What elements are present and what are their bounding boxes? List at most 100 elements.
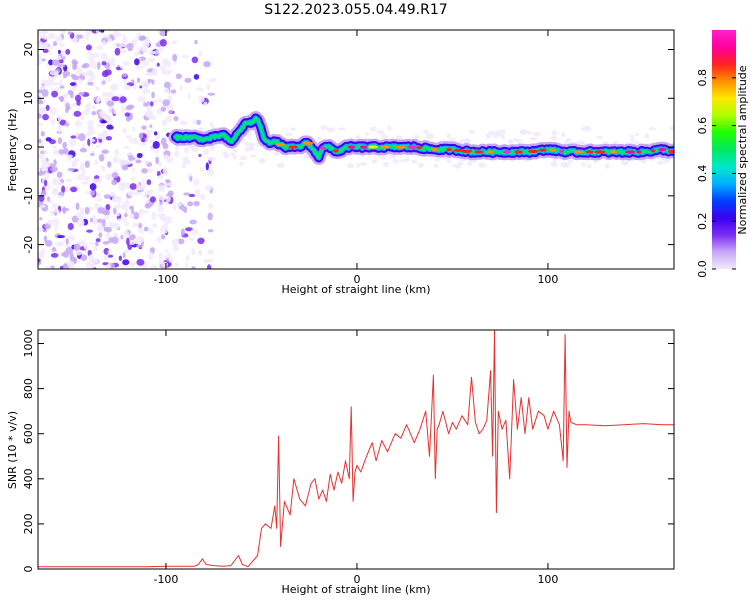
noise-blob bbox=[74, 250, 83, 256]
noise-blob bbox=[141, 168, 148, 174]
noise-blob bbox=[120, 235, 124, 240]
noise-blob bbox=[41, 89, 49, 98]
noise-blob bbox=[48, 32, 55, 39]
signal-hotspot bbox=[636, 150, 642, 154]
noise-blob bbox=[66, 154, 74, 158]
noise-blob bbox=[96, 226, 105, 232]
noise-blob bbox=[67, 167, 75, 172]
noise-blob bbox=[95, 241, 99, 247]
noise-blob bbox=[142, 264, 147, 269]
signal-hotspot bbox=[380, 145, 390, 149]
noise-blob bbox=[124, 207, 129, 212]
noise-blob bbox=[173, 115, 179, 122]
halo-blob bbox=[463, 138, 471, 144]
noise-blob bbox=[59, 85, 65, 89]
noise-blob bbox=[91, 110, 97, 116]
noise-blob bbox=[67, 222, 74, 231]
noise-blob bbox=[87, 119, 94, 127]
halo-blob bbox=[346, 163, 354, 169]
halo-blob bbox=[188, 145, 196, 149]
noise-blob bbox=[40, 164, 46, 169]
noise-blob bbox=[192, 118, 197, 124]
noise-blob bbox=[74, 94, 82, 102]
noise-blob bbox=[146, 199, 150, 204]
noise-blob bbox=[143, 226, 149, 232]
noise-blob bbox=[101, 120, 108, 124]
noise-blob bbox=[102, 40, 107, 47]
signal-hotspot bbox=[395, 145, 407, 149]
signal-hotspot bbox=[431, 147, 439, 152]
noise-blob bbox=[157, 184, 166, 192]
noise-blob bbox=[63, 185, 71, 193]
noise-blob bbox=[114, 204, 119, 209]
halo-blob bbox=[564, 162, 570, 168]
noise-blob bbox=[176, 202, 184, 206]
noise-blob bbox=[166, 104, 174, 111]
noise-blob bbox=[162, 143, 169, 150]
noise-blob bbox=[156, 236, 162, 243]
halo-blob bbox=[513, 137, 519, 142]
noise-blob bbox=[122, 128, 127, 134]
halo-blob bbox=[605, 163, 610, 169]
noise-blob bbox=[206, 168, 215, 177]
halo-blob bbox=[551, 130, 558, 136]
halo-blob bbox=[611, 140, 619, 145]
noise-blob bbox=[77, 218, 85, 227]
noise-blob bbox=[152, 140, 160, 149]
noise-blob bbox=[90, 153, 95, 157]
signal-hotspot bbox=[487, 150, 495, 154]
noise-blob bbox=[91, 260, 100, 264]
noise-blob bbox=[149, 189, 154, 193]
noise-blob bbox=[149, 101, 154, 107]
noise-blob bbox=[114, 47, 121, 56]
spectrogram-y-tick-label: 20 bbox=[22, 43, 35, 57]
noise-blob bbox=[98, 176, 102, 185]
noise-blob bbox=[43, 266, 52, 269]
noise-blob bbox=[101, 91, 108, 98]
noise-blob bbox=[162, 154, 169, 160]
halo-blob bbox=[192, 147, 199, 152]
halo-blob bbox=[563, 140, 572, 145]
noise-blob bbox=[40, 157, 47, 166]
noise-blob bbox=[40, 30, 49, 35]
halo-blob bbox=[634, 132, 640, 137]
noise-blob bbox=[67, 260, 75, 268]
signal-hotspot bbox=[302, 141, 314, 145]
noise-blob bbox=[103, 34, 111, 39]
halo-blob bbox=[316, 136, 323, 140]
noise-blob bbox=[189, 176, 193, 182]
snr-y-tick-label: 200 bbox=[22, 513, 35, 534]
noise-blob bbox=[194, 39, 198, 45]
halo-blob bbox=[181, 163, 187, 169]
noise-blob bbox=[95, 85, 100, 92]
noise-blob bbox=[105, 226, 112, 233]
halo-blob bbox=[455, 163, 462, 169]
noise-blob bbox=[68, 138, 77, 147]
noise-blob bbox=[122, 38, 128, 44]
noise-blob bbox=[89, 183, 97, 191]
halo-blob bbox=[459, 139, 465, 144]
noise-blob bbox=[141, 138, 146, 143]
noise-blob bbox=[106, 58, 112, 63]
noise-blob bbox=[87, 124, 95, 133]
signal-hotspot bbox=[549, 148, 557, 152]
halo-blob bbox=[326, 127, 335, 133]
noise-blob bbox=[152, 99, 158, 104]
noise-blob bbox=[111, 179, 118, 186]
noise-blob bbox=[193, 73, 200, 80]
noise-blob bbox=[75, 67, 83, 75]
noise-blob bbox=[64, 244, 72, 248]
noise-blob bbox=[167, 95, 173, 101]
noise-blob bbox=[72, 63, 76, 71]
noise-blob bbox=[62, 141, 67, 149]
halo-blob bbox=[320, 125, 328, 130]
noise-blob bbox=[89, 217, 93, 223]
halo-blob bbox=[418, 162, 424, 168]
signal-hotspot bbox=[446, 147, 452, 152]
halo-blob bbox=[532, 131, 541, 137]
noise-blob bbox=[97, 192, 101, 199]
colorbar-gradient bbox=[712, 30, 736, 269]
signal-hotspot bbox=[347, 145, 356, 149]
noise-blob bbox=[45, 104, 50, 111]
noise-blob bbox=[57, 235, 65, 239]
